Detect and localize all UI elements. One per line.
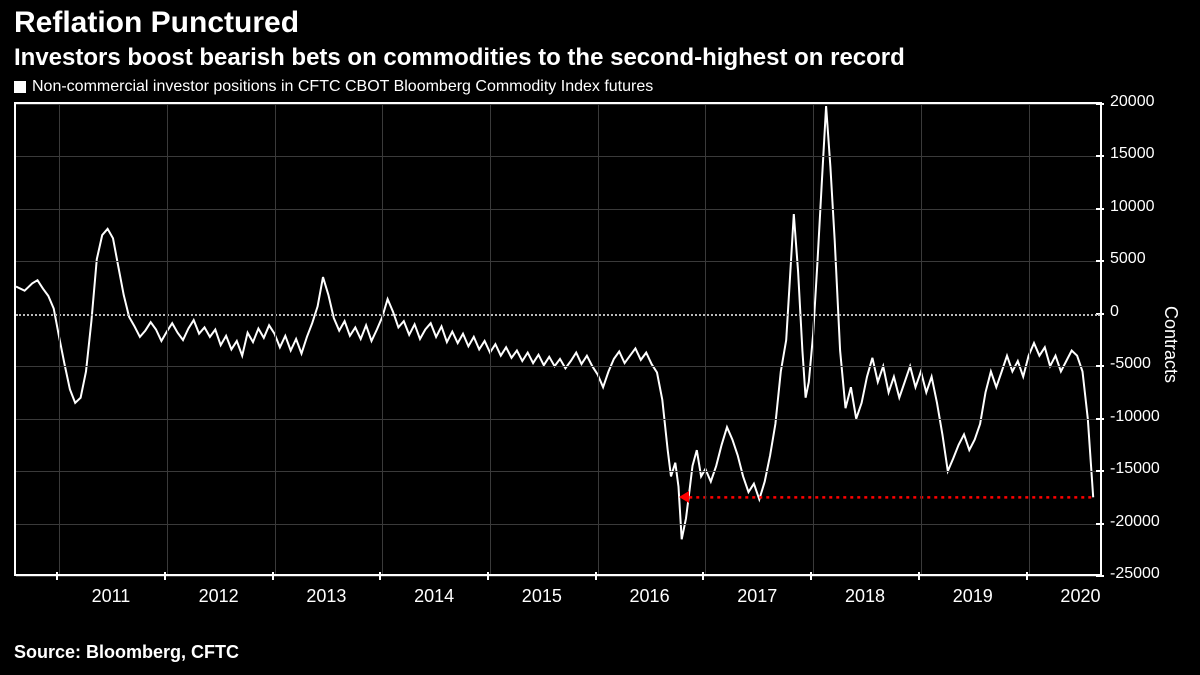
x-tick-label: 2017 [737,586,777,607]
chart-title: Reflation Punctured [14,6,299,40]
line-series [16,104,1104,576]
x-tick [918,572,920,580]
gridline-h [16,261,1100,262]
legend-marker [14,81,26,93]
plot-area [14,102,1102,574]
gridline-v [167,104,168,574]
y-tick-label: 10000 [1110,198,1155,216]
gridline-h [16,524,1100,525]
y-tick [1096,365,1104,367]
gridline-v [598,104,599,574]
x-tick [164,572,166,580]
x-tick [56,572,58,580]
x-tick-label: 2015 [522,586,562,607]
y-tick [1096,260,1104,262]
gridline-v [813,104,814,574]
y-tick-label: 15000 [1110,145,1155,163]
y-tick [1096,575,1104,577]
y-axis-title: Contracts [1160,306,1181,383]
gridline-h [16,104,1100,105]
x-tick-label: 2018 [845,586,885,607]
gridline-h [16,366,1100,367]
zero-line [16,314,1100,316]
gridline-h [16,576,1100,577]
y-tick [1096,418,1104,420]
source-attribution: Source: Bloomberg, CFTC [14,642,239,663]
y-tick-label: -5000 [1110,355,1151,373]
x-tick-label: 2020 [1060,586,1100,607]
gridline-v [59,104,60,574]
y-tick [1096,103,1104,105]
y-tick [1096,208,1104,210]
y-tick-label: -10000 [1110,408,1160,426]
reference-arrow-left [679,491,689,503]
chart-subtitle: Investors boost bearish bets on commodit… [14,44,905,72]
x-tick [379,572,381,580]
x-tick-label: 2011 [92,586,131,607]
x-tick [487,572,489,580]
series-line [16,106,1093,539]
gridline-v [382,104,383,574]
chart-area: Contracts 20000150001000050000-5000-1000… [14,102,1186,612]
x-tick-label: 2014 [414,586,454,607]
gridline-h [16,419,1100,420]
gridline-h [16,471,1100,472]
x-tick [595,572,597,580]
legend-label: Non-commercial investor positions in CFT… [32,78,653,96]
y-tick-label: -15000 [1110,460,1160,478]
gridline-h [16,209,1100,210]
y-tick-label: -20000 [1110,513,1160,531]
gridline-v [1029,104,1030,574]
y-tick-label: 5000 [1110,250,1146,268]
y-tick-label: 20000 [1110,93,1155,111]
gridline-v [490,104,491,574]
gridline-v [921,104,922,574]
y-tick [1096,523,1104,525]
x-tick-label: 2012 [199,586,239,607]
x-tick-label: 2019 [953,586,993,607]
gridline-h [16,156,1100,157]
y-tick [1096,470,1104,472]
x-tick [1026,572,1028,580]
gridline-v [705,104,706,574]
x-tick [272,572,274,580]
x-tick-label: 2016 [630,586,670,607]
x-tick-label: 2013 [306,586,346,607]
x-tick [810,572,812,580]
y-tick-label: 0 [1110,303,1119,321]
gridline-v [275,104,276,574]
y-tick [1096,155,1104,157]
legend: Non-commercial investor positions in CFT… [14,78,653,96]
y-tick-label: -25000 [1110,565,1160,583]
x-tick [702,572,704,580]
